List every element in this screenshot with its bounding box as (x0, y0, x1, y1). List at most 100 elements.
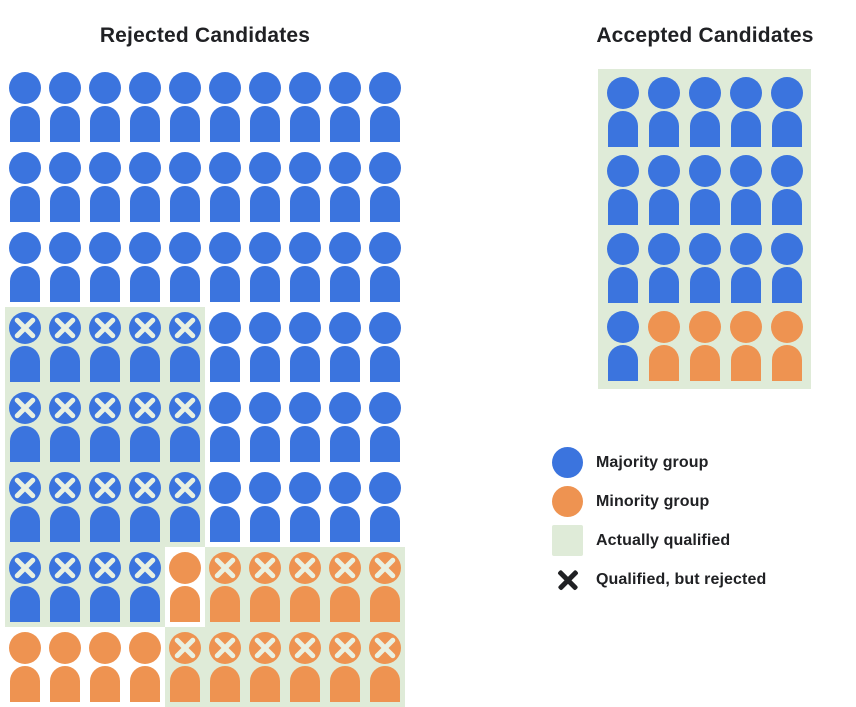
person-icon-majority (8, 72, 42, 142)
person-head (770, 77, 803, 109)
person-head (647, 233, 680, 265)
person-torso (10, 666, 40, 702)
person-torso (10, 506, 40, 542)
x-icon (172, 635, 198, 661)
person-torso (250, 426, 280, 462)
candidate-cell (5, 387, 45, 467)
candidate-cell (245, 387, 285, 467)
person-head (369, 392, 401, 424)
person-icon-minority (208, 632, 242, 702)
person-icon-majority (328, 152, 362, 222)
candidate-cell (245, 627, 285, 707)
person-icon-majority (8, 152, 42, 222)
candidate-cell (285, 307, 325, 387)
person-torso (170, 266, 200, 302)
person-torso (370, 346, 400, 382)
person-head (209, 312, 241, 344)
candidate-cell (643, 307, 684, 385)
x-icon (92, 475, 118, 501)
person-icon-majority (368, 72, 402, 142)
candidate-cell (85, 307, 125, 387)
person-head (289, 392, 321, 424)
person-icon-majority (8, 552, 42, 622)
person-icon-majority (647, 77, 681, 147)
candidate-cell (602, 229, 643, 307)
person-head (49, 152, 81, 184)
person-torso (370, 666, 400, 702)
person-icon-majority (168, 392, 202, 462)
candidate-cell (125, 227, 165, 307)
person-head (688, 77, 721, 109)
person-torso (170, 186, 200, 222)
legend-item-minority-circle: Minority group (552, 486, 766, 517)
candidate-cell (5, 227, 45, 307)
candidate-cell (766, 307, 807, 385)
person-torso (771, 267, 802, 303)
person-icon-minority (729, 311, 763, 381)
candidate-cell (205, 547, 245, 627)
candidate-cell (766, 229, 807, 307)
person-head (289, 472, 321, 504)
person-icon-majority (606, 233, 640, 303)
person-icon-majority (88, 232, 122, 302)
candidate-cell (684, 307, 725, 385)
person-torso (330, 506, 360, 542)
person-torso (607, 111, 638, 147)
person-icon-majority (368, 152, 402, 222)
candidate-cell (165, 147, 205, 227)
candidate-cell (205, 467, 245, 547)
person-icon-majority (248, 152, 282, 222)
person-torso (10, 266, 40, 302)
person-torso (689, 111, 720, 147)
person-icon-majority (48, 392, 82, 462)
person-icon-majority (248, 472, 282, 542)
person-head (329, 72, 361, 104)
person-icon-majority (328, 472, 362, 542)
person-head (209, 72, 241, 104)
candidate-cell (165, 387, 205, 467)
candidate-cell (285, 387, 325, 467)
person-torso (330, 586, 360, 622)
person-icon-majority (168, 72, 202, 142)
candidate-cell (85, 227, 125, 307)
candidate-cell (45, 227, 85, 307)
person-head (129, 72, 161, 104)
person-torso (648, 111, 679, 147)
person-head (606, 77, 639, 109)
person-torso (130, 506, 160, 542)
person-head (49, 232, 81, 264)
person-head (770, 311, 803, 343)
x-icon (292, 635, 318, 661)
x-icon (132, 475, 158, 501)
person-icon-majority (8, 312, 42, 382)
candidate-cell (325, 307, 365, 387)
candidate-cell (365, 467, 405, 547)
person-torso (10, 346, 40, 382)
person-torso (50, 266, 80, 302)
person-icon-majority (48, 72, 82, 142)
person-torso (170, 106, 200, 142)
person-torso (90, 506, 120, 542)
candidate-cell (245, 307, 285, 387)
candidate-cell (125, 147, 165, 227)
person-torso (330, 666, 360, 702)
person-torso (90, 586, 120, 622)
person-icon-majority (128, 232, 162, 302)
person-icon-majority (8, 232, 42, 302)
person-head (369, 72, 401, 104)
person-icon-majority (770, 233, 804, 303)
candidate-cell (325, 227, 365, 307)
accepted-title: Accepted Candidates (596, 24, 814, 47)
person-torso (90, 186, 120, 222)
person-icon-majority (88, 152, 122, 222)
x-icon (12, 395, 38, 421)
person-icon-majority (770, 155, 804, 225)
person-torso (170, 426, 200, 462)
person-head (770, 233, 803, 265)
person-icon-majority (208, 232, 242, 302)
legend-item-majority-circle: Majority group (552, 447, 766, 478)
person-head (89, 72, 121, 104)
person-torso (170, 586, 200, 622)
person-head (289, 232, 321, 264)
candidate-cell (643, 229, 684, 307)
